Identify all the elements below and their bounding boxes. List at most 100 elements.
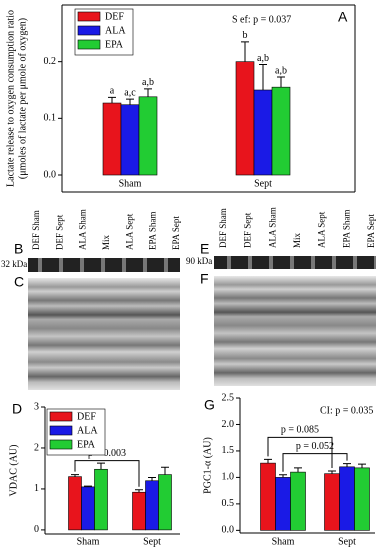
y-tick-label: 1 <box>34 483 39 494</box>
legend-swatch <box>77 11 101 22</box>
legend-label: DEF <box>105 11 124 22</box>
lane-label: ALA Sept <box>317 211 327 248</box>
legend-swatch <box>49 439 73 450</box>
error-bar <box>161 466 169 475</box>
x-tick-label: Sham <box>272 536 295 547</box>
bar <box>275 477 291 531</box>
y-tick-label: 0.5 <box>222 498 235 509</box>
legend-label: ALA <box>77 425 98 436</box>
error-bar <box>241 41 249 62</box>
bar <box>102 102 122 176</box>
bar <box>81 486 95 531</box>
lane-label: DEF Sept <box>243 212 253 248</box>
y-tick-label: 2.0 <box>222 419 235 430</box>
error-bar <box>264 458 272 464</box>
error-bar <box>144 88 152 97</box>
western-blot-strip <box>214 256 376 269</box>
bracket-label: p = 0.003 <box>88 448 126 459</box>
legend-label: ALA <box>105 25 126 36</box>
legend-label: EPA <box>105 39 124 50</box>
significance-letter: a,c <box>124 87 136 98</box>
y-axis-label: PGC1-α (AU) <box>202 437 213 494</box>
lane-label: ALA Sham <box>78 209 88 250</box>
legend-label: EPA <box>77 439 96 450</box>
lane-label: DEF Sham <box>218 208 228 248</box>
bar <box>339 466 355 531</box>
y-axis-label: (μmoles of lactate per μmole of oxygen) <box>17 18 28 179</box>
significance-letter: a <box>110 86 115 97</box>
lane-label: EPA Sept <box>171 216 181 250</box>
panel-letter: A <box>338 9 348 25</box>
y-axis-label: VDAC (AU) <box>8 445 19 497</box>
y-tick-label: 0.0 <box>44 169 57 180</box>
panel-letter: C <box>14 274 24 290</box>
y-tick-label: 0.0 <box>222 525 235 536</box>
bar <box>354 467 370 531</box>
error-bar <box>294 467 302 473</box>
bar <box>253 89 273 176</box>
lane-label: DEF Sham <box>31 210 41 250</box>
bar <box>145 480 159 531</box>
bar <box>271 86 291 176</box>
legend-swatch <box>49 411 73 422</box>
lane-label: EPA Sham <box>341 210 351 248</box>
significance-bracket <box>74 460 140 487</box>
significance-bracket <box>267 436 333 469</box>
x-tick-label: Sept <box>338 536 356 547</box>
bar <box>235 61 255 176</box>
significance-letter: a,b <box>257 53 269 64</box>
annotation: CI: p = 0.035 <box>320 405 373 416</box>
error-bar <box>108 96 116 104</box>
panel-letter: F <box>200 271 209 287</box>
lane-label: EPA Sept <box>366 214 376 248</box>
lane-label: ALA Sham <box>267 207 277 248</box>
error-bar <box>279 474 287 478</box>
error-bar <box>328 470 336 474</box>
panel-letter: G <box>204 397 215 413</box>
x-tick-label: Sham <box>119 178 142 189</box>
significance-letter: b <box>243 30 248 41</box>
marker-label: 32 kDa <box>1 259 27 269</box>
bar <box>68 476 82 531</box>
error-bar <box>71 474 79 477</box>
x-tick-label: Sham <box>77 536 100 547</box>
lane-label: EPA Sham <box>148 212 158 250</box>
y-tick-label: 3 <box>34 401 39 412</box>
legend-swatch <box>77 39 101 50</box>
error-bar <box>97 462 105 470</box>
legend-swatch <box>77 25 101 36</box>
y-tick-label: 0.1 <box>44 113 57 124</box>
error-bar <box>148 476 156 481</box>
error-bar <box>343 463 351 467</box>
lane-label: Mix <box>292 232 302 248</box>
y-tick-label: 0.2 <box>44 56 57 67</box>
significance-letter: a,b <box>275 65 287 76</box>
lane-label: ALA Sept <box>124 213 134 250</box>
bar <box>260 462 276 531</box>
lane-label: Mix <box>101 234 111 250</box>
y-tick-label: 1.5 <box>222 445 235 456</box>
bar <box>94 468 108 531</box>
y-tick-label: 2.5 <box>222 392 235 403</box>
bracket-label: p = 0.085 <box>281 425 319 436</box>
bar <box>138 96 158 176</box>
x-tick-label: Sept <box>143 536 161 547</box>
significance-bracket <box>282 453 348 472</box>
error-bar <box>259 64 267 90</box>
lane-label: DEF Sept <box>54 214 64 250</box>
panel-letter: B <box>14 241 23 257</box>
bracket-label: p = 0.052 <box>296 441 334 452</box>
panel-letter: D <box>12 401 22 417</box>
y-tick-label: 1.0 <box>222 472 235 483</box>
bar <box>290 471 306 531</box>
gel-image <box>214 276 376 386</box>
x-tick-label: Sept <box>254 178 272 189</box>
error-bar <box>358 463 366 468</box>
bar <box>132 491 146 531</box>
y-tick-label: 0 <box>34 524 39 535</box>
error-bar <box>126 98 134 105</box>
error-bar <box>84 485 92 487</box>
y-tick-label: 2 <box>34 442 39 453</box>
y-axis-label: Lactate release to oxygen consumption ra… <box>5 10 16 187</box>
